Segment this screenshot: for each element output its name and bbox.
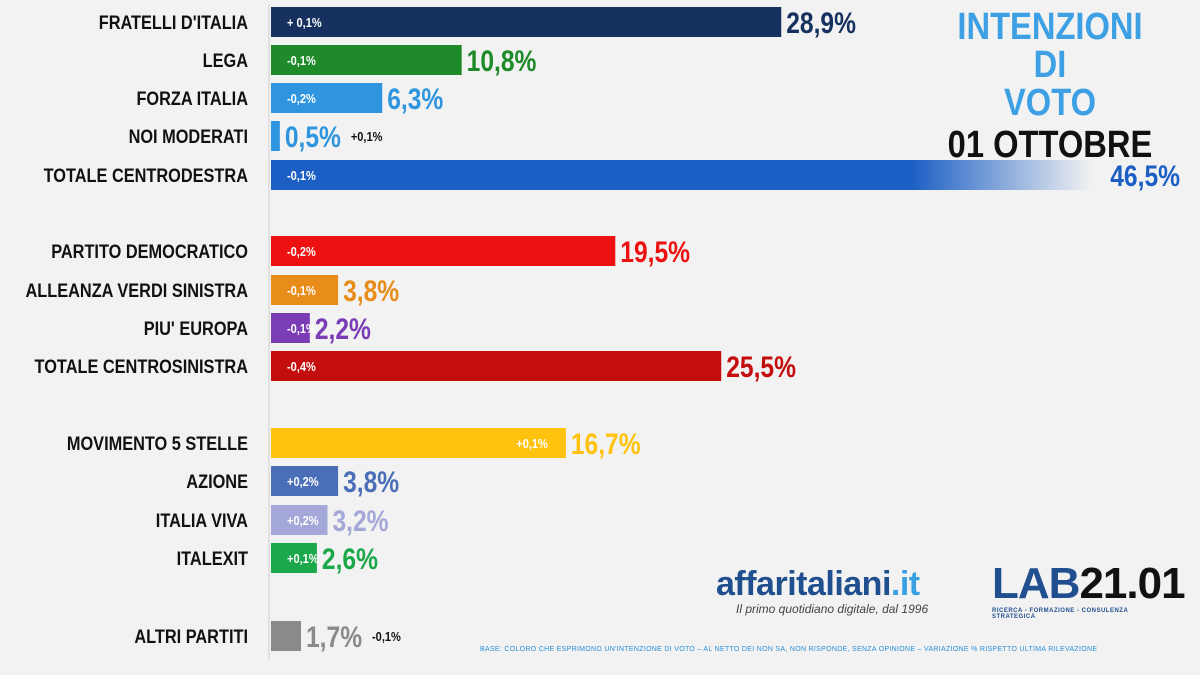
bar-category-label: ITALEXIT bbox=[177, 548, 249, 569]
bar-category-label: PIU' EUROPA bbox=[144, 318, 248, 339]
title-line-1: INTENZIONI DI bbox=[957, 6, 1143, 86]
lab-name: LAB21.01 bbox=[992, 559, 1186, 608]
bar-value-label: 1,7% bbox=[306, 620, 362, 654]
bar-value-label: 3,8% bbox=[343, 465, 399, 499]
bar bbox=[271, 621, 302, 651]
bar-category-label: ALTRI PARTITI bbox=[134, 626, 248, 647]
lab-logo: LAB21.01 RICERCA - FORMAZIONE - CONSULEN… bbox=[992, 559, 1186, 621]
bar-category-label: FRATELLI D'ITALIA bbox=[99, 12, 248, 33]
bars-group: FRATELLI D'ITALIA 28,9% + 0,1% LEGA 10,8% -0,… bbox=[25, 6, 1180, 654]
brand-name: affaritaliani.it bbox=[716, 565, 976, 604]
lab-name-letters: LAB bbox=[992, 559, 1080, 608]
bar bbox=[271, 121, 280, 151]
bar-category-label: ITALIA VIVA bbox=[156, 510, 248, 531]
bar-delta-label: -0,1% bbox=[287, 53, 316, 68]
affaritaliani-logo: affaritaliani.it Il primo quotidiano dig… bbox=[716, 565, 976, 616]
bar-category-label: NOI MODERATI bbox=[129, 126, 248, 147]
bar-value-label: 2,2% bbox=[315, 312, 371, 346]
bar-delta-label: +0,1% bbox=[516, 436, 548, 451]
bar bbox=[271, 351, 722, 381]
footnote: BASE: COLORO CHE ESPRIMONO UN'INTENZIONE… bbox=[480, 646, 1098, 653]
bar-value-label: 2,6% bbox=[322, 542, 378, 576]
bar-delta-label: -0,1% bbox=[287, 168, 316, 183]
bar-delta-label: +0,1% bbox=[351, 129, 383, 144]
bar-category-label: PARTITO DEMOCRATICO bbox=[51, 241, 248, 262]
bar-value-label: 10,8% bbox=[467, 44, 537, 78]
lab-subtitle: RICERCA - FORMAZIONE - CONSULENZA STRATE… bbox=[992, 608, 1129, 620]
bar-category-label: AZIONE bbox=[186, 471, 248, 492]
bar-value-label: 3,8% bbox=[343, 274, 399, 308]
bar-value-label: 3,2% bbox=[332, 504, 388, 538]
bar-category-label: TOTALE CENTRODESTRA bbox=[44, 165, 249, 186]
bar bbox=[271, 428, 566, 458]
bar bbox=[271, 275, 339, 305]
bar-category-label: TOTALE CENTROSINISTRA bbox=[35, 356, 249, 377]
bar bbox=[271, 45, 462, 75]
brand-tagline: Il primo quotidiano digitale, dal 1996 bbox=[736, 602, 929, 616]
brand-name-tld: .it bbox=[890, 565, 920, 603]
bar bbox=[271, 160, 1092, 190]
bar-delta-label: -0,1% bbox=[287, 321, 316, 336]
bar-delta-label: -0,2% bbox=[287, 244, 316, 259]
date-label: 01 OTTOBRE bbox=[947, 124, 1153, 166]
bar-delta-label: -0,4% bbox=[287, 359, 316, 374]
bar-value-label: 28,9% bbox=[786, 6, 856, 40]
bar-value-label: 25,5% bbox=[726, 350, 796, 384]
bar-delta-label: -0,1% bbox=[372, 629, 401, 644]
bar-value-label: 46,5% bbox=[1110, 159, 1180, 193]
bar-delta-label: +0,2% bbox=[287, 474, 319, 489]
bar-delta-label: + 0,1% bbox=[287, 15, 322, 30]
bar bbox=[271, 543, 317, 573]
brand-name-main: affaritaliani bbox=[716, 565, 891, 603]
bar-delta-label: -0,1% bbox=[287, 283, 316, 298]
bar bbox=[271, 313, 310, 343]
bar-value-label: 6,3% bbox=[387, 82, 443, 116]
title-block: INTENZIONI DI VOTO 01 OTTOBRE bbox=[930, 8, 1170, 164]
bar-value-label: 16,7% bbox=[571, 427, 641, 461]
bar-delta-label: +0,2% bbox=[287, 513, 319, 528]
bar-delta-label: +0,1% bbox=[287, 551, 319, 566]
bar-category-label: MOVIMENTO 5 STELLE bbox=[67, 433, 248, 454]
bar-value-label: 0,5% bbox=[285, 120, 341, 154]
bar bbox=[271, 7, 782, 37]
bar bbox=[271, 466, 339, 496]
bar-delta-label: -0,2% bbox=[287, 91, 316, 106]
bar bbox=[271, 83, 383, 113]
bar-category-label: ALLEANZA VERDI SINISTRA bbox=[25, 280, 248, 301]
lab-name-digits: 21.01 bbox=[1079, 559, 1185, 608]
bar bbox=[271, 505, 328, 535]
bar-category-label: FORZA ITALIA bbox=[136, 88, 248, 109]
bar bbox=[271, 236, 616, 266]
title-line-2: VOTO bbox=[1003, 82, 1097, 124]
bar-category-label: LEGA bbox=[203, 50, 249, 71]
bar-value-label: 19,5% bbox=[620, 235, 690, 269]
